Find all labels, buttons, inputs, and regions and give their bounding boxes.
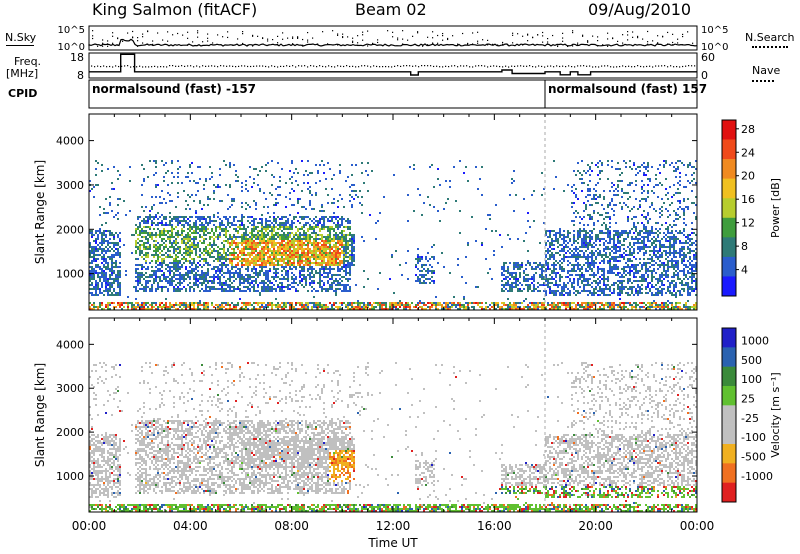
colorbar-tick-label: 1000 <box>741 334 769 347</box>
nave-dots <box>752 80 774 82</box>
colorbar-tick-label: 28 <box>741 123 755 136</box>
nave-right-tick: 60 <box>701 51 715 64</box>
counts-strip-frame <box>88 25 698 51</box>
y-axis-label: Slant Range [km] <box>33 363 47 467</box>
colorbar-tick-label: -500 <box>741 450 766 463</box>
station-title: King Salmon (fitACF) <box>92 0 258 19</box>
freq-label: Freq. <box>14 55 42 68</box>
y-tick-label: 2000 <box>56 223 84 236</box>
count-left-tick: 10^0 <box>58 42 85 53</box>
nsearch-dots-series <box>92 30 694 48</box>
nave-dots-series <box>91 65 696 68</box>
x-tick-label: 16:00 <box>477 519 512 533</box>
cpid-strip-frame <box>88 79 698 109</box>
cpid-segment-label: normalsound (fast) -157 <box>92 82 256 96</box>
x-tick-label: 20:00 <box>578 519 613 533</box>
nave-right-tick: 0 <box>701 69 708 82</box>
freq-left-tick: 8 <box>77 69 84 82</box>
x-tick-label: 08:00 <box>274 519 309 533</box>
colorbar-tick-label: 8 <box>741 240 748 253</box>
power-colorbar <box>722 120 736 297</box>
colorbar-tick-label: -100 <box>741 431 766 444</box>
colorbar-tick-label: 500 <box>741 354 762 367</box>
x-tick-label: 00:00 <box>680 519 715 533</box>
y-tick-label: 4000 <box>56 338 84 351</box>
colorbar-tick-label: 16 <box>741 193 755 206</box>
x-tick-label: 12:00 <box>376 519 411 533</box>
y-tick-label: 3000 <box>56 179 84 192</box>
colorbar-tick-label: 20 <box>741 170 755 183</box>
y-tick-label: 1000 <box>56 470 84 483</box>
count-right-tick: 10^0 <box>701 42 728 53</box>
x-tick-label: 04:00 <box>173 519 208 533</box>
freq-strip-frame <box>88 52 698 79</box>
nsearch-label: N.Search <box>745 31 795 44</box>
freq-unit-label: [MHz] <box>6 67 39 80</box>
power-heatmap-cells <box>89 160 697 310</box>
nave-label: Nave <box>752 64 781 77</box>
date-label: 09/Aug/2010 <box>588 0 692 19</box>
nsky-line <box>88 38 698 47</box>
nsky-underline <box>6 45 34 46</box>
velocity-heatmap-cells <box>89 362 697 512</box>
y-axis-label: Slant Range [km] <box>33 160 47 264</box>
y-tick-label: 2000 <box>56 426 84 439</box>
count-right-tick: 10^5 <box>701 25 728 36</box>
y-tick-label: 3000 <box>56 382 84 395</box>
colorbar-tick-label: 4 <box>741 264 748 277</box>
nsearch-dots <box>752 46 788 48</box>
freq-left-tick: 18 <box>70 51 84 64</box>
colorbar-tick-label: -25 <box>741 412 759 425</box>
colorbar-frame <box>721 119 737 297</box>
colorbar-tick-label: 25 <box>741 392 755 405</box>
colorbar-label: Velocity [m s⁻¹] <box>769 372 782 457</box>
y-tick-label: 1000 <box>56 268 84 281</box>
beam-label: Beam 02 <box>355 0 427 19</box>
colorbar-label: Power [dB] <box>769 178 782 238</box>
freq-line <box>89 53 697 76</box>
x-axis-label: Time UT <box>367 536 418 550</box>
y-tick-label: 4000 <box>56 135 84 148</box>
colorbar-tick-label: 12 <box>741 217 755 230</box>
cpid-label: CPID <box>8 87 38 100</box>
cpid-segment-label: normalsound (fast) 157 <box>548 82 707 96</box>
colorbar-frame <box>721 327 737 503</box>
x-tick-label: 00:00 <box>72 519 107 533</box>
colorbar-tick-label: 24 <box>741 146 755 159</box>
colorbar-tick-label: 100 <box>741 373 762 386</box>
velocity-colorbar <box>722 328 736 503</box>
nsky-label: N.Sky <box>5 31 37 44</box>
colorbar-tick-label: -1000 <box>741 470 773 483</box>
count-left-tick: 10^5 <box>58 25 85 36</box>
